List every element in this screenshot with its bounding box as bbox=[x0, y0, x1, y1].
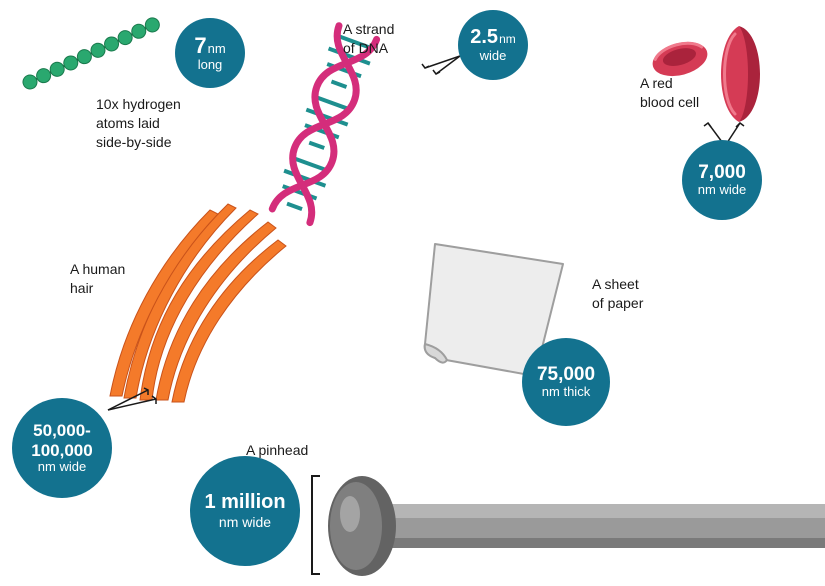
hair-pointer bbox=[96, 385, 166, 420]
paper-value: 75,000 bbox=[537, 364, 595, 386]
atoms-sub: long bbox=[198, 58, 223, 73]
pin-sub: nm wide bbox=[219, 514, 271, 530]
dna-value: 2.5 bbox=[470, 26, 498, 48]
paper-label: A sheet of paper bbox=[592, 275, 643, 313]
pin-illustration bbox=[310, 460, 825, 580]
dna-unit: nm bbox=[499, 32, 516, 46]
rbc-label: A red blood cell bbox=[640, 74, 699, 112]
hair-sub: nm wide bbox=[38, 460, 86, 475]
rbc-badge: 7,000 nm wide bbox=[682, 140, 762, 220]
dna-label: A strand of DNA bbox=[343, 20, 394, 58]
dna-badge: 2.5nm wide bbox=[458, 10, 528, 80]
pin-badge: 1 million nm wide bbox=[190, 456, 300, 566]
atoms-value: 7 bbox=[194, 33, 206, 58]
rbc-sub: nm wide bbox=[698, 183, 746, 198]
hair-label: A human hair bbox=[70, 260, 125, 298]
atoms-illustration bbox=[20, 12, 190, 97]
pin-bracket bbox=[306, 472, 326, 582]
hair-value: 50,000- 100,000 bbox=[31, 421, 92, 460]
paper-sub: nm thick bbox=[542, 385, 590, 400]
pin-value: 1 million bbox=[204, 491, 285, 514]
paper-badge: 75,000 nm thick bbox=[522, 338, 610, 426]
infographic-stage: 10x hydrogen atoms laid side-by-side 7nm… bbox=[0, 0, 825, 586]
rbc-value: 7,000 bbox=[698, 162, 746, 184]
atoms-label: 10x hydrogen atoms laid side-by-side bbox=[96, 95, 181, 152]
atoms-badge: 7nm long bbox=[175, 18, 245, 88]
atoms-unit: nm bbox=[208, 41, 226, 56]
dna-sub: wide bbox=[480, 49, 507, 64]
hair-badge: 50,000- 100,000 nm wide bbox=[12, 398, 112, 498]
